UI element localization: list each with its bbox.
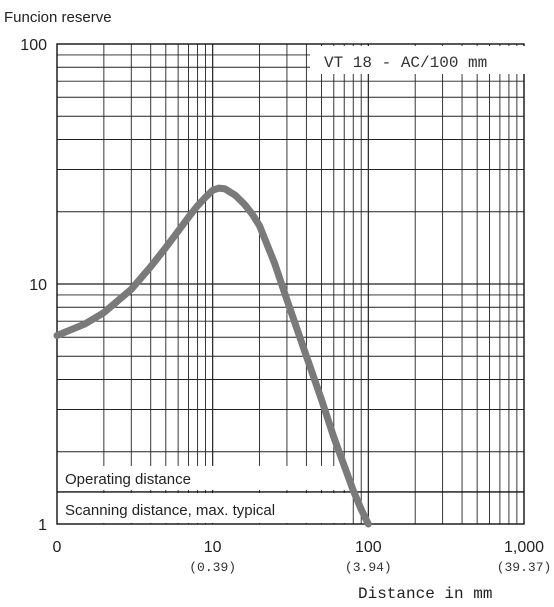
y-tick-label: 10 bbox=[29, 277, 47, 294]
model-label: VT 18 - AC/100 mm bbox=[324, 54, 487, 72]
x-tick-sublabel: (3.94) bbox=[345, 560, 392, 575]
y-tick-label: 100 bbox=[20, 37, 47, 54]
x-axis-title: Distance in mm bbox=[358, 585, 492, 603]
x-tick-label: 0 bbox=[53, 539, 62, 556]
model-label-box: VT 18 - AC/100 mm bbox=[310, 46, 550, 74]
axis-labels: 1 10 100 0 10 (0.39) 100 (3.94) 1,000 (39.37) bbox=[20, 37, 551, 575]
y-tick-label: 1 bbox=[38, 517, 47, 534]
x-tick-label: 100 bbox=[355, 539, 382, 556]
scanning-label-background bbox=[58, 492, 348, 523]
threshold-group: Operating distance Scanning distance, max… bbox=[57, 465, 524, 523]
x-tick-sublabel: (39.37) bbox=[497, 560, 552, 575]
x-tick-sublabel: (0.39) bbox=[189, 560, 236, 575]
curve-group bbox=[53, 184, 372, 528]
grid bbox=[56, 43, 525, 525]
x-tick-label: 1,000 bbox=[504, 539, 544, 556]
y-axis-title: Funcion reserve bbox=[4, 9, 112, 26]
scanning-distance-label: Scanning distance, max. typical bbox=[65, 502, 275, 519]
plot-frame bbox=[56, 43, 525, 525]
operating-distance-label: Operating distance bbox=[65, 471, 191, 488]
x-tick-label: 10 bbox=[204, 539, 222, 556]
operating-label-background bbox=[58, 465, 348, 490]
model-label-background bbox=[310, 46, 550, 74]
function-reserve-curve bbox=[53, 184, 372, 528]
